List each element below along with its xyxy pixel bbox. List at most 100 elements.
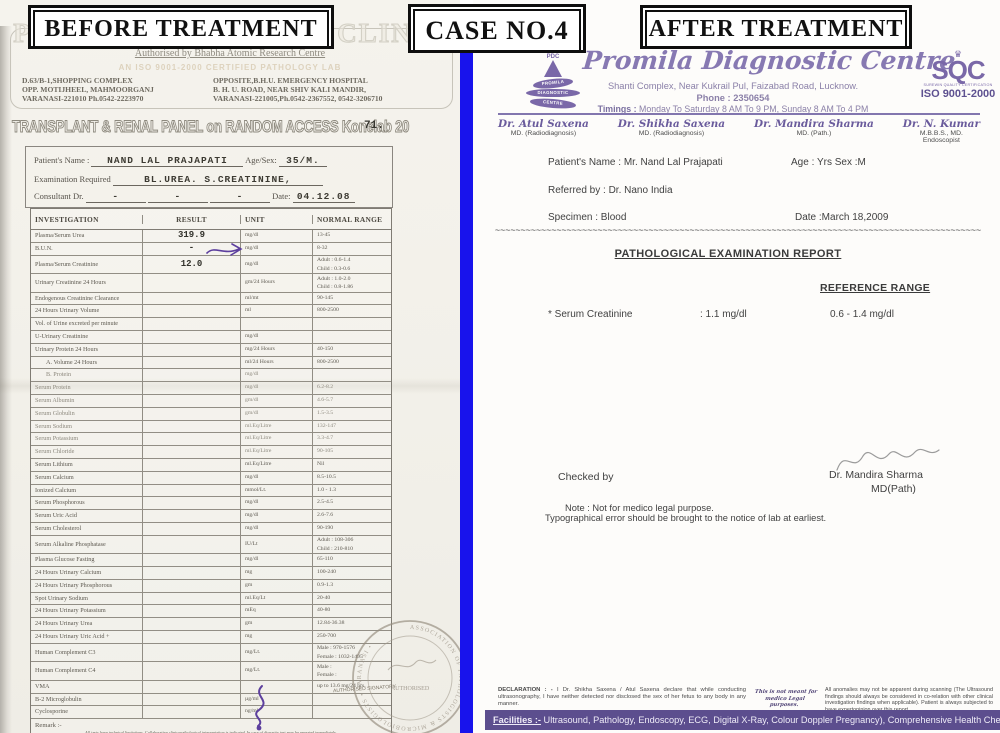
pdc-ring-diagnostic: DIAGNOSTIC xyxy=(526,88,580,97)
table-row: Serum Alkaline Phosphatase IU/Lt Adult :… xyxy=(31,535,391,555)
cell-result xyxy=(143,292,241,305)
header-unit: UNIT xyxy=(241,214,313,224)
table-row: Serum Sodium ml.Eq/Litre 132-147 xyxy=(31,420,391,434)
cell-unit: gm/dl xyxy=(241,394,313,407)
panel-title: TRANSPLANT & RENAL PANEL on RANDOM ACCES… xyxy=(12,117,410,137)
table-row: Human Complement C3 mg/Lt. Male : 970-15… xyxy=(31,643,391,663)
range-line-1: 800-2500 xyxy=(317,358,339,365)
cell-unit: ml.Eq/Litre xyxy=(241,458,313,471)
agesex-value: 35/M. xyxy=(278,155,327,167)
cell-investigation: Vol. of Urine excreted per minute xyxy=(31,318,143,330)
doctor-entry: Dr. Shikha Saxena MD. (Radiodiagnosis) xyxy=(618,118,725,144)
cell-investigation: Plasma Glucose Fasting xyxy=(31,554,143,567)
cell-result xyxy=(143,618,241,631)
cell-unit: mg/Lt. xyxy=(241,643,313,662)
table-row: 24 Hours Urinary Phosphorous gm 0.9-1.3 xyxy=(31,579,391,593)
cell-normal-range: 800-2500 xyxy=(313,305,391,317)
cell-investigation: Endogenous Creatinine Clearance xyxy=(31,292,143,305)
cell-investigation: Spot Urinary Sodium xyxy=(31,592,143,605)
cell-investigation: Serum Uric Acid xyxy=(31,510,143,522)
cell-unit xyxy=(241,680,313,693)
cell-result: 12.0 xyxy=(143,255,241,274)
cell-investigation: Plasma/Serum Creatinine xyxy=(31,255,143,274)
centre-phone: Phone : 2350654 xyxy=(568,93,898,103)
table-header-row: INVESTIGATION RESULT UNIT NORMAL RANGE xyxy=(31,209,391,230)
pdc-logo-top-text: PDC xyxy=(546,54,560,60)
cell-result xyxy=(143,446,241,458)
authorised-line: Authorised by Bhabha Atomic Research Cen… xyxy=(134,48,326,59)
cell-unit: ml.Eq/Lt xyxy=(241,592,313,605)
range-line-1: 40-80 xyxy=(317,607,331,614)
cell-unit: mg/dl xyxy=(241,330,313,343)
referred-line: Referred by : Dr. Nano India xyxy=(548,185,673,196)
range-line-1: 40-150 xyxy=(317,345,334,352)
doctor-entry: Dr. N. Kumar M.B.B.S., MD. Endoscopist xyxy=(903,118,980,144)
table-row: Plasma/Serum Urea 319.9 mg/dl 13-45 xyxy=(31,230,391,243)
clinic-address-right: OPPOSITE,B.H.U. EMERGENCY HOSPITAL B. H. … xyxy=(213,76,382,103)
clinic-address-left: D.63/B-1,SHOPPING COMPLEX OPP. MOTIJHEEL,… xyxy=(22,76,154,103)
svg-text:ASSOCIATION OF PATHOLOGISTS &: ASSOCIATION OF PATHOLOGISTS & MICROBIOLO… xyxy=(357,625,460,731)
pdc-logo-flask-icon xyxy=(544,60,562,77)
table-row: Serum Calcium mg/dl 8.5-10.5 xyxy=(31,471,391,485)
cell-investigation: Serum Calcium xyxy=(31,471,143,484)
cell-result xyxy=(143,356,241,369)
cell-investigation: Serum Potassium xyxy=(31,433,143,446)
scan-edge-shadow xyxy=(0,26,12,733)
table-row: Human Complement C4 mg/Lt. Male : Female… xyxy=(31,662,391,681)
facilities-label: Facilities :- xyxy=(493,715,541,725)
cell-result xyxy=(143,382,241,394)
cell-normal-range: 90-145 xyxy=(313,293,391,305)
table-row: Urinary Protein 24 Hours mg/24 Hours 40-… xyxy=(31,343,391,357)
patient-name-row: Patient's Name : NAND LAL PRAJAPATI Age/… xyxy=(34,155,327,167)
cell-normal-range: 0.9-1.3 xyxy=(313,580,391,592)
cell-unit: ml.Eq/Litre xyxy=(241,446,313,458)
cell-unit: mg/dl xyxy=(241,230,313,242)
doctors-row: Dr. Atul Saxena MD. (Radiodiagnosis) Dr.… xyxy=(498,118,980,144)
doctor-name: Dr. Shikha Saxena xyxy=(617,118,726,130)
note-line: Note : Not for medico legal purpose. xyxy=(565,503,714,513)
cell-result xyxy=(143,706,241,719)
cell-unit: mg/dl xyxy=(241,382,313,394)
cell-result xyxy=(143,535,241,554)
range-line-1: Adult : 1.0-2.0 xyxy=(317,275,351,282)
sqc-iso: ISO 9001-2000 xyxy=(920,88,996,100)
cell-normal-range: Adult : 0.6-1.4 Child : 0.3-0.6 xyxy=(313,256,391,274)
cell-investigation: Serum Protein xyxy=(31,382,143,394)
pdc-logo: PDC PROMILA DIAGNOSTIC CENTRE xyxy=(520,54,586,112)
cell-result xyxy=(143,662,241,680)
table-row: 24 Hours Urinary Uric Acid + mg 250-700 xyxy=(31,631,391,644)
cell-normal-range: Male : Female : xyxy=(313,662,391,680)
pen-mark-bottom xyxy=(255,685,265,731)
declaration-label: DECLARATION : - xyxy=(498,687,553,693)
tilde-separator: ~~~~~~~~~~~~~~~~~~~~~~~~~~~~~~~~~~~~~~~~… xyxy=(495,226,982,236)
cell-unit: mmol/Lt. xyxy=(241,484,313,497)
remark-row: Remark :- All tests have technical limit… xyxy=(31,719,391,733)
header-rule xyxy=(498,113,980,115)
consultant-dash-3: - xyxy=(209,191,270,203)
cell-result xyxy=(143,567,241,579)
cell-investigation: Urinary Protein 24 Hours xyxy=(31,343,143,356)
cell-unit: mg/dl xyxy=(241,554,313,567)
cell-normal-range: 65-110 xyxy=(313,554,391,566)
investigation-table: INVESTIGATION RESULT UNIT NORMAL RANGE P… xyxy=(30,208,392,733)
address-line: B. H. U. ROAD, NEAR SHIV KALI MANDIR, xyxy=(213,85,367,94)
cell-unit: mg/dl xyxy=(241,242,313,255)
range-line-1: 1.0 - 1.3 xyxy=(317,486,336,493)
table-row: Vol. of Urine excreted per minute xyxy=(31,318,391,331)
range-line-1: 90-105 xyxy=(317,448,334,455)
remark-label: Remark :- xyxy=(35,722,62,730)
cell-investigation: 24 Hours Urinary Phosphorous xyxy=(31,579,143,592)
case-number-label: CASE NO.4 xyxy=(413,9,581,52)
table-row: Plasma/Serum Creatinine 12.0 mg/dl Adult… xyxy=(31,255,391,275)
range-line-1: 250-700 xyxy=(317,633,336,640)
consultant-row: Consultant Dr. - - - Date: 04.12.08 xyxy=(34,191,355,203)
table-row: Serum Phosphorous mg/dl 2.5-4.5 xyxy=(31,497,391,511)
cell-unit: gm xyxy=(241,579,313,592)
table-row: Ionized Calcium mmol/Lt. 1.0 - 1.3 xyxy=(31,484,391,498)
range-line-1: 6.2-8.2 xyxy=(317,384,334,391)
table-row: Serum Chloride ml.Eq/Litre 90-105 xyxy=(31,446,391,459)
table-row: U-Urinary Creatinine mg/dl xyxy=(31,330,391,344)
result-range: 0.6 - 1.4 mg/dl xyxy=(830,309,894,320)
cell-normal-range: 1.5-3.5 xyxy=(313,408,391,420)
table-row: Endogenous Creatinine Clearance ml/mt 90… xyxy=(31,292,391,306)
